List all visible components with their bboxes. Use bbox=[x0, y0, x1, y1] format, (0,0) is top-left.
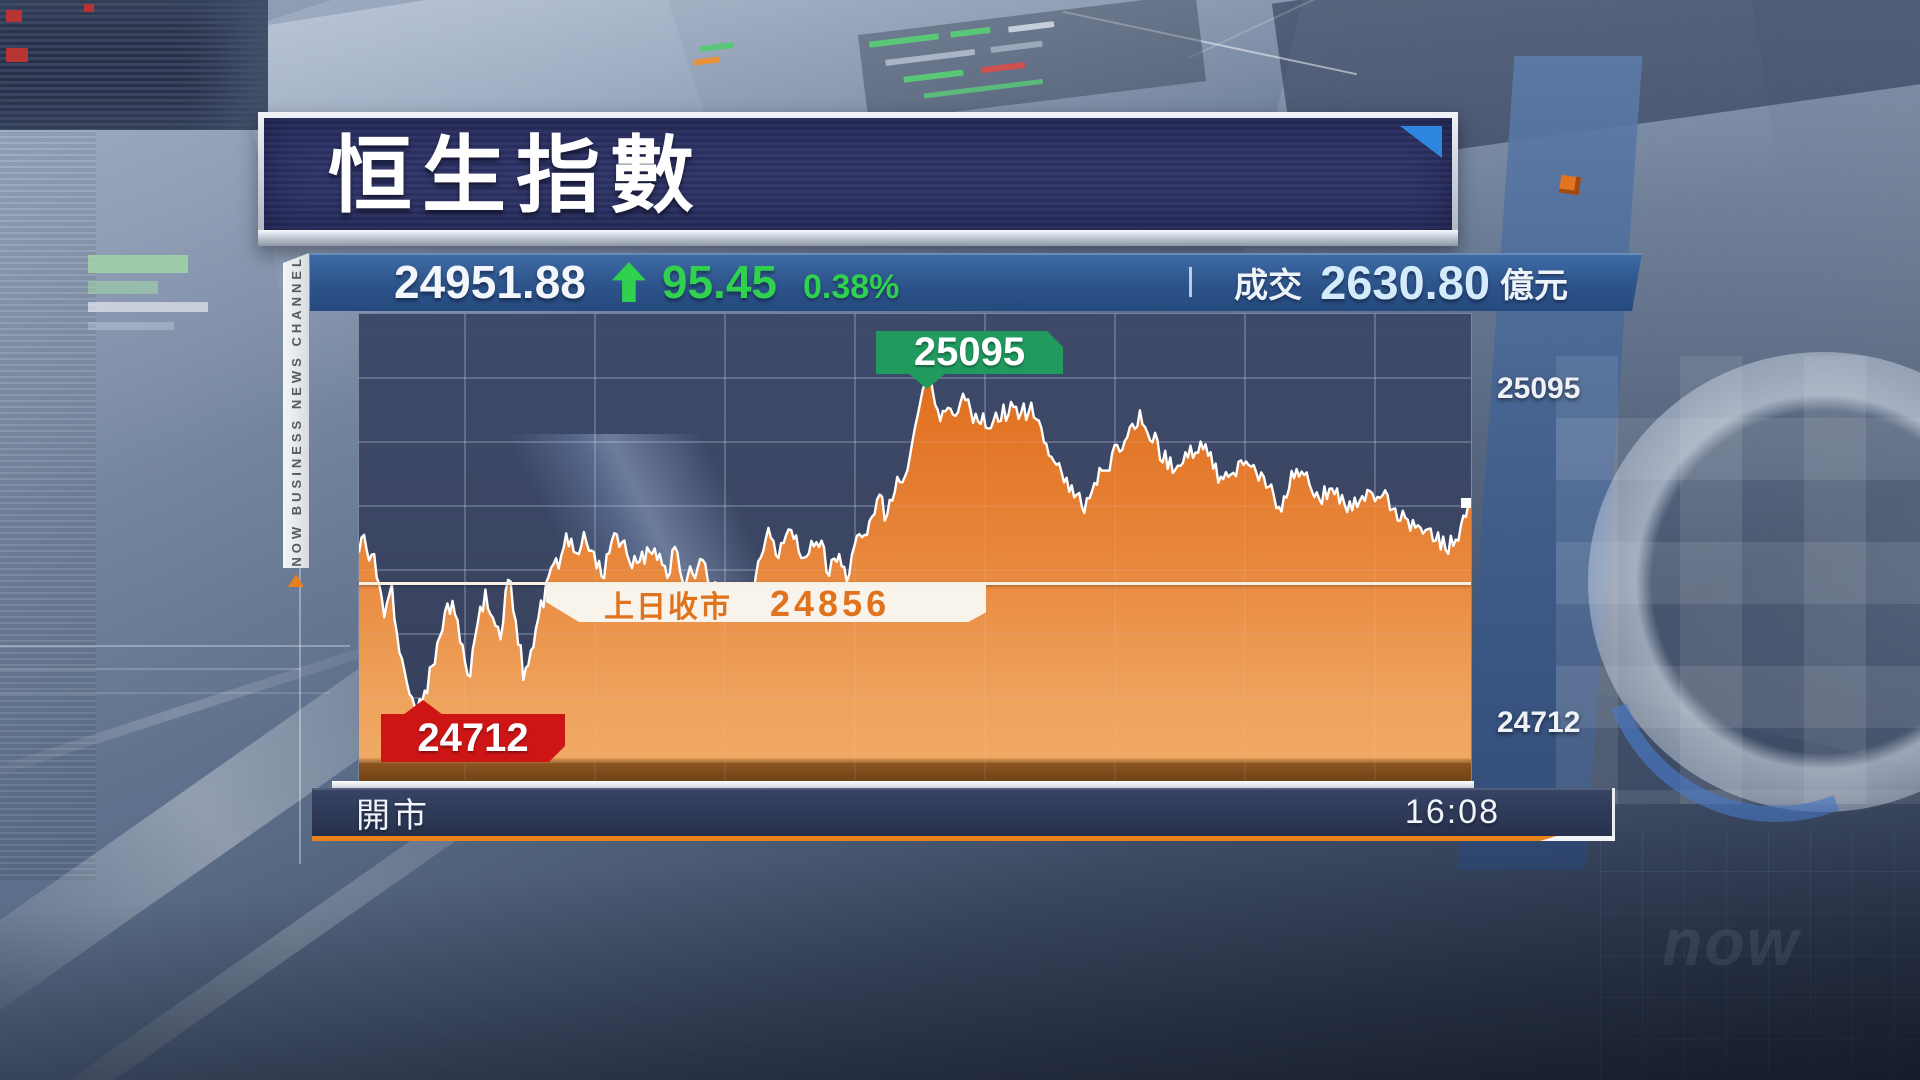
ticker-dash bbox=[950, 26, 991, 38]
intraday-chart-svg bbox=[359, 314, 1471, 782]
index-value: 24951.88 bbox=[394, 256, 586, 308]
background-scanlines bbox=[0, 130, 96, 880]
index-change-percent: 0.38% bbox=[803, 268, 900, 306]
title-bar-bottom-band bbox=[258, 230, 1458, 246]
ticker-dash bbox=[1008, 21, 1055, 33]
day-high-badge: 25095 bbox=[876, 331, 1063, 374]
axis-label-high: 25095 bbox=[1497, 372, 1581, 405]
footer-orange-line-tip bbox=[1540, 836, 1615, 841]
ticker-dash bbox=[693, 56, 721, 66]
background-line bbox=[1189, 0, 1381, 59]
chart-last-price-dot bbox=[1461, 498, 1471, 508]
channel-name-label: NOW BUSINESS NEWS CHANNEL bbox=[288, 254, 304, 567]
turnover-group: 成交 2630.80 億元 bbox=[1189, 253, 1568, 311]
background-white-bar bbox=[88, 302, 208, 312]
background-red-square bbox=[84, 4, 94, 12]
chart-gridlines-front bbox=[359, 314, 1471, 782]
turnover-label: 成交 bbox=[1234, 266, 1303, 305]
index-stats-left: 24951.88 95.45 0.38% bbox=[394, 255, 899, 309]
title-bar: 恒生指數 bbox=[258, 112, 1458, 246]
chart-price-line bbox=[359, 371, 1471, 711]
footer-orange-line bbox=[312, 836, 1615, 841]
prev-close-label: 上日收市 bbox=[604, 590, 732, 624]
background-line bbox=[0, 668, 300, 670]
background-red-square bbox=[6, 48, 28, 62]
now-logo-watermark: now bbox=[1662, 905, 1800, 979]
up-arrow-icon bbox=[612, 262, 646, 302]
background-white-bar bbox=[88, 322, 174, 330]
ticker-dash bbox=[885, 48, 976, 66]
axis-label-low: 24712 bbox=[1497, 706, 1581, 739]
background-green-bar bbox=[88, 255, 188, 273]
background-green-bar bbox=[88, 281, 158, 294]
channel-arrow-icon bbox=[288, 574, 304, 587]
background-stripe-block bbox=[0, 0, 268, 130]
ticker-dash bbox=[699, 41, 735, 53]
market-open-label: 開市 bbox=[356, 796, 430, 835]
background-orange-cube bbox=[1558, 174, 1582, 196]
channel-strip: NOW BUSINESS NEWS CHANNEL bbox=[283, 253, 309, 568]
background-ticker-decoration bbox=[857, 0, 1207, 123]
prev-close-label-strip: 上日收市 24856 bbox=[546, 585, 986, 622]
corner-triangle-decoration bbox=[1400, 126, 1442, 158]
turnover-value: 2630.80 bbox=[1320, 255, 1490, 309]
ticker-dash bbox=[868, 33, 940, 48]
ticker-dash bbox=[903, 69, 964, 83]
prev-close-value: 24856 bbox=[770, 582, 891, 624]
index-stats-bar: 24951.88 95.45 0.38% 成交 2630.80 億元 bbox=[310, 253, 1642, 311]
intraday-chart-panel: 上日收市 24856 25095 24712 bbox=[339, 313, 1472, 794]
background-red-square bbox=[6, 10, 22, 22]
chart-bottom-edge bbox=[332, 781, 1474, 788]
channel-strip-tail-line bbox=[299, 568, 301, 864]
chart-area-fill bbox=[359, 372, 1471, 782]
title-bar-inner: 恒生指數 bbox=[264, 118, 1452, 230]
divider bbox=[1189, 267, 1192, 297]
ticker-dash bbox=[923, 78, 1044, 99]
background-line bbox=[0, 645, 350, 647]
chart-footer-bar: 開市 16:08 bbox=[312, 788, 1615, 836]
index-change: 95.45 bbox=[661, 256, 777, 308]
time-label: 16:08 bbox=[1404, 792, 1500, 831]
background-line bbox=[0, 692, 330, 694]
day-low-badge: 24712 bbox=[381, 714, 565, 762]
page-title: 恒生指數 bbox=[328, 128, 705, 223]
ticker-dash bbox=[980, 61, 1026, 74]
ticker-dash bbox=[990, 40, 1043, 53]
turnover-unit: 億元 bbox=[1500, 266, 1568, 305]
prev-close-line bbox=[359, 582, 1471, 585]
